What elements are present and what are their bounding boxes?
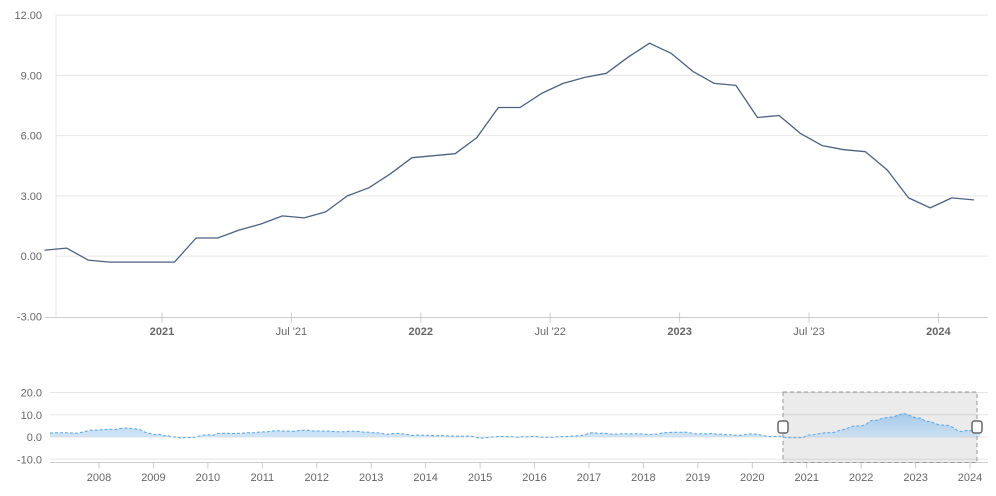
navigator-x-axis-label: 2017 bbox=[577, 472, 601, 484]
main-x-axis-label: Jul '23 bbox=[793, 326, 824, 338]
navigator-series-area bbox=[50, 413, 981, 439]
main-series-line bbox=[44, 42, 975, 263]
navigator-x-axis-label: 2020 bbox=[740, 472, 764, 484]
navigator-x-axis-label: 2009 bbox=[141, 472, 165, 484]
navigator-x-axis-label: 2012 bbox=[305, 472, 329, 484]
main-y-axis-label: 6.00 bbox=[21, 131, 42, 143]
main-y-axis-label: 0.00 bbox=[21, 251, 42, 263]
main-chart: 12.00 9.00 6.00 3.00 0.00 -3.00 2021 Jul '21 202… bbox=[14, 10, 988, 338]
navigator-y-axis-label: -10.0 bbox=[17, 454, 42, 466]
navigator-x-axis-label: 2019 bbox=[686, 472, 710, 484]
navigator: 20.0 10.0 0.0 -10.0 2008 2009 2010 2011 2012 2013… bbox=[17, 388, 988, 484]
main-x-axis-label: Jul '22 bbox=[534, 326, 565, 338]
main-x-axis-label: 2023 bbox=[667, 326, 691, 338]
navigator-x-axis-label: 2022 bbox=[849, 472, 873, 484]
navigator-handle-right[interactable] bbox=[971, 420, 983, 434]
navigator-x-axis-label: 2018 bbox=[631, 472, 655, 484]
navigator-x-axis-label: 2014 bbox=[413, 472, 437, 484]
navigator-x-axis-label: 2008 bbox=[87, 472, 111, 484]
navigator-x-axis-label: 2024 bbox=[958, 472, 982, 484]
navigator-x-axis-label: 2010 bbox=[196, 472, 220, 484]
main-y-axis-label: 12.00 bbox=[14, 10, 42, 22]
main-y-axis-label: 9.00 bbox=[21, 70, 42, 82]
navigator-y-axis-label: 10.0 bbox=[21, 410, 42, 422]
navigator-x-axis-label: 2011 bbox=[250, 472, 274, 484]
main-x-axis-label: 2022 bbox=[409, 326, 433, 338]
navigator-y-axis-label: 20.0 bbox=[21, 388, 42, 400]
main-y-axis-label: -3.00 bbox=[17, 311, 42, 323]
navigator-x-axis-label: 2013 bbox=[359, 472, 383, 484]
navigator-y-axis-label: 0.0 bbox=[27, 432, 42, 444]
navigator-x-axis-label: 2015 bbox=[468, 472, 492, 484]
navigator-x-axis-label: 2023 bbox=[903, 472, 927, 484]
main-x-axis-label: 2024 bbox=[926, 326, 951, 338]
main-x-axis-label: Jul '21 bbox=[276, 326, 307, 338]
navigator-x-axis-label: 2021 bbox=[794, 472, 818, 484]
main-plot-area[interactable] bbox=[45, 15, 988, 318]
main-y-axis-label: 3.00 bbox=[21, 191, 42, 203]
navigator-series-line bbox=[49, 412, 981, 439]
navigator-x-axis-label: 2016 bbox=[522, 472, 546, 484]
navigator-handle-left[interactable] bbox=[777, 420, 789, 434]
main-x-axis-label: 2021 bbox=[150, 326, 174, 338]
